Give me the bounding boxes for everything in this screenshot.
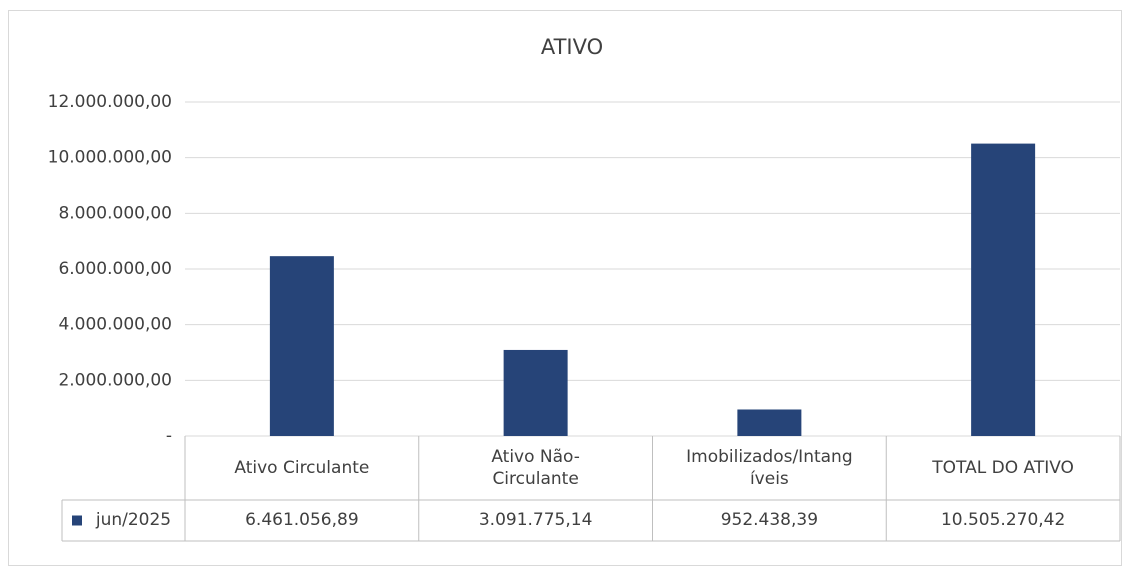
y-tick-label: 6.000.000,00 [58,259,172,279]
bar [269,256,334,436]
value-label-text: 10.505.270,42 [940,510,1066,531]
x-tick-label-text: Ativo Não-Circulante [491,446,580,489]
value-label-text: 952.438,39 [720,510,819,531]
value-label: 6.461.056,89 [185,500,419,541]
value-label-text: 3.091.775,14 [478,510,593,531]
y-tick-label: 4.000.000,00 [58,315,172,335]
bar [737,409,802,436]
legend-label-text: jun/2025 [95,510,172,531]
y-tick-label: 12.000.000,00 [48,92,172,112]
x-tick-label-text: Ativo Circulante [234,457,370,478]
value-label: 10.505.270,42 [886,500,1120,541]
x-tick-label: TOTAL DO ATIVO [886,436,1120,500]
bar [503,349,568,436]
x-tick-label: Ativo Não-Circulante [419,436,653,500]
x-tick-label: Imobilizados/Intangíveis [653,436,887,500]
x-tick-label-text: TOTAL DO ATIVO [932,457,1074,478]
x-tick-label-text: Imobilizados/Intangíveis [686,446,853,489]
y-tick-label: - [166,426,172,446]
legend-label: jun/2025 [82,500,185,541]
bar [971,143,1036,436]
value-label: 952.438,39 [653,500,887,541]
y-tick-label: 10.000.000,00 [48,148,172,168]
value-label-text: 6.461.056,89 [245,510,359,531]
y-tick-label: 8.000.000,00 [58,203,172,223]
x-tick-label: Ativo Circulante [185,436,419,500]
y-tick-label: 2.000.000,00 [58,370,172,390]
chart-title: ATIVO [541,35,603,59]
value-label: 3.091.775,14 [419,500,653,541]
chart-frame [8,10,1122,566]
legend-key [72,515,82,526]
